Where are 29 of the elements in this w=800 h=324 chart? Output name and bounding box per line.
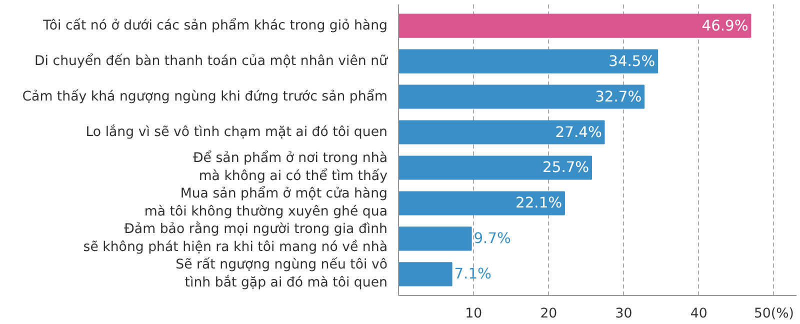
data-label: 34.5% xyxy=(608,52,656,70)
bar xyxy=(398,120,605,144)
y-tick-label: Mua sản phẩm ở một cửa hàng mà tôi không thường xuyên ghé qua xyxy=(144,186,388,220)
x-tick-label: 30 xyxy=(615,306,632,322)
bar xyxy=(398,226,472,251)
bar xyxy=(398,262,452,286)
x-tick-label: 40 xyxy=(690,306,708,322)
data-label: 25.7% xyxy=(542,159,590,176)
y-tick-label: Sẽ rất ngượng ngùng nếu tôi vô tình bắt gặp ai đó mà tôi quen xyxy=(176,256,388,291)
bar xyxy=(398,84,645,109)
data-label: 22.1% xyxy=(516,194,562,212)
y-tick-label: Di chuyển đến bàn thanh toán của một nhân viên nữ xyxy=(34,52,390,69)
y-tick-label: Đảm bảo rằng mọi người trong gia đình sẽ không phát hiện ra khi tôi mang nó về nhà xyxy=(83,221,388,256)
y-tick-label: Để sản phẩm ở nơi trong nhà mà không ai có thể tìm thấy xyxy=(192,150,388,184)
data-label: 46.9% xyxy=(702,17,748,34)
y-tick-label: Lo lắng vì sẽ vô tình chạm mặt ai đó tôi quen xyxy=(86,124,388,140)
data-label: 7.1% xyxy=(454,266,492,283)
x-tick-label: 20 xyxy=(540,306,558,322)
data-label: 32.7% xyxy=(595,88,642,106)
x-tick-label: 10 xyxy=(465,306,482,322)
data-label: 9.7% xyxy=(474,230,512,248)
bar xyxy=(398,14,752,38)
bar xyxy=(398,156,592,180)
y-tick-label: Tôi cất nó ở dưới các sản phẩm khác trong giỏ hàng xyxy=(42,17,388,34)
x-tick-label: 50(%) xyxy=(754,306,794,322)
y-tick-label: Cảm thấy khá ngượng ngùng khi đứng trước sản phẩm xyxy=(22,88,388,104)
bar xyxy=(398,49,658,74)
bar xyxy=(398,191,565,216)
data-label: 27.4% xyxy=(555,124,602,141)
